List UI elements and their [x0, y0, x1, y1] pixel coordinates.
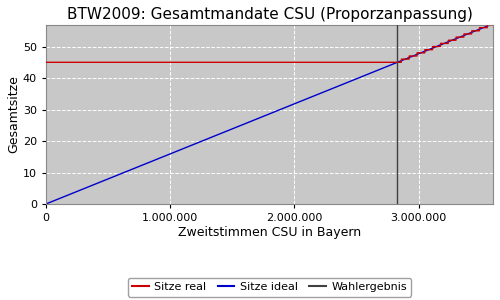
X-axis label: Zweitstimmen CSU in Bayern: Zweitstimmen CSU in Bayern — [178, 226, 361, 239]
Y-axis label: Gesamtsitze: Gesamtsitze — [7, 75, 20, 153]
Title: BTW2009: Gesamtmandate CSU (Proporzanpassung): BTW2009: Gesamtmandate CSU (Proporzanpas… — [66, 7, 472, 22]
Legend: Sitze real, Sitze ideal, Wahlergebnis: Sitze real, Sitze ideal, Wahlergebnis — [128, 278, 411, 297]
